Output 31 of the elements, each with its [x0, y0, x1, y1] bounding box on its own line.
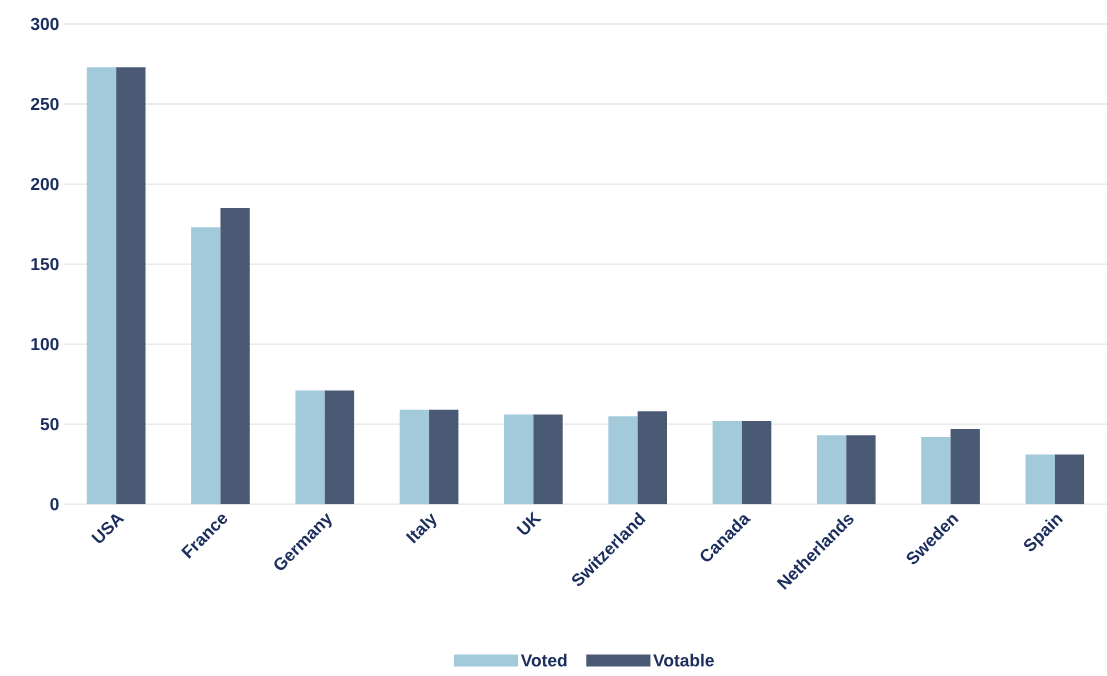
bar	[399, 409, 430, 505]
bar	[295, 390, 325, 505]
bar	[637, 411, 667, 505]
y-tick-label: 150	[31, 257, 59, 271]
bar	[1054, 454, 1085, 505]
bar	[533, 414, 563, 505]
bar	[921, 436, 951, 505]
bar	[429, 409, 459, 505]
y-tick-label: 200	[30, 177, 59, 191]
bar	[608, 416, 638, 505]
y-tick-label: 100	[31, 337, 59, 351]
bar	[816, 435, 847, 505]
bar	[1025, 454, 1055, 505]
bar	[741, 420, 772, 505]
bar	[950, 428, 980, 505]
bar	[191, 227, 221, 505]
bar	[86, 67, 117, 505]
bar	[846, 435, 876, 505]
bar	[116, 67, 146, 505]
y-tick-label: 300	[30, 17, 59, 31]
x-tick-label: USA	[91, 514, 125, 543]
legend-label: Votable	[653, 653, 714, 667]
y-tick-label: 50	[40, 417, 59, 431]
bar	[712, 420, 742, 505]
bar	[220, 207, 250, 505]
y-tick-label: 250	[30, 97, 59, 111]
y-tick-label: 0	[50, 497, 59, 511]
legend-label: Voted	[520, 653, 567, 667]
bar	[504, 414, 534, 505]
x-tick-label: UK	[516, 511, 542, 535]
bar	[324, 390, 355, 505]
